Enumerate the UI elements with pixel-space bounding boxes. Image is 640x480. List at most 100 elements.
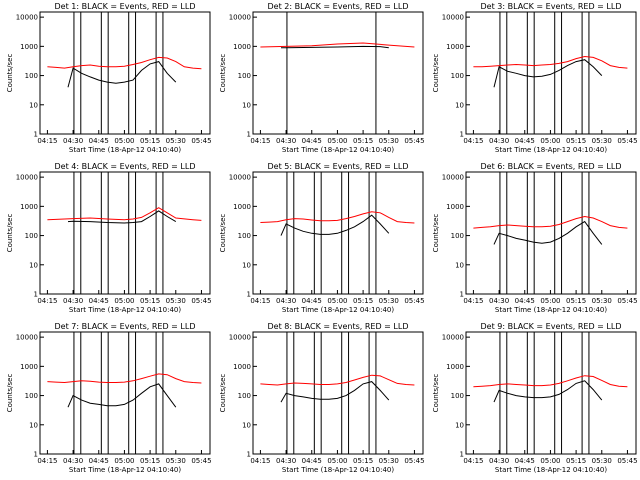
y-axis-label: Counts/sec xyxy=(6,374,14,413)
y-tick-label: 1000 xyxy=(20,203,38,211)
y-tick-label: 1000 xyxy=(233,363,251,371)
x-tick-label: 04:45 xyxy=(89,457,109,465)
series-line xyxy=(67,61,177,88)
x-tick-label: 04:15 xyxy=(37,297,57,305)
x-tick-label: 05:45 xyxy=(191,297,211,305)
y-tick-label: 10 xyxy=(242,421,251,429)
series-line xyxy=(47,207,202,221)
y-tick-label: 10000 xyxy=(16,174,38,182)
y-tick-label: 1 xyxy=(247,291,251,299)
series-line xyxy=(260,374,415,386)
y-tick-label: 10 xyxy=(29,101,38,109)
panel-title: Det 9: BLACK = Events, RED = LLD xyxy=(481,322,622,331)
x-tick-label: 04:30 xyxy=(489,297,509,305)
chart-panel: 1 10 100 1000 10000 04:15 04:30 04:45 05:00 05:15… xyxy=(219,162,425,314)
y-axis-label: Counts/sec xyxy=(432,374,440,413)
x-tick-label: 04:30 xyxy=(489,137,509,145)
y-axis-label: Counts/sec xyxy=(219,374,227,413)
x-tick-label: 05:15 xyxy=(566,137,586,145)
y-tick-label: 10000 xyxy=(442,14,464,22)
y-tick-label: 1 xyxy=(34,291,38,299)
x-tick-label: 05:30 xyxy=(379,137,399,145)
x-tick-label: 04:30 xyxy=(63,457,83,465)
x-tick-label: 05:45 xyxy=(191,457,211,465)
plot-frame xyxy=(39,331,211,455)
y-tick-label: 1 xyxy=(34,451,38,459)
plot-frame xyxy=(39,171,211,295)
x-tick-label: 05:00 xyxy=(540,457,560,465)
y-tick-label: 10 xyxy=(455,261,464,269)
y-tick-label: 1000 xyxy=(20,43,38,51)
y-tick-label: 100 xyxy=(238,392,251,400)
plot-frame xyxy=(465,331,637,455)
x-tick-label: 04:15 xyxy=(250,297,270,305)
x-axis-label: Start Time (18-Apr-12 04:10:40) xyxy=(69,466,181,474)
x-tick-label: 04:30 xyxy=(63,137,83,145)
x-tick-label: 05:15 xyxy=(353,457,373,465)
y-tick-label: 100 xyxy=(25,72,38,80)
x-tick-label: 04:30 xyxy=(276,297,296,305)
y-tick-label: 10 xyxy=(455,101,464,109)
x-tick-label: 05:30 xyxy=(166,137,186,145)
y-tick-label: 100 xyxy=(238,72,251,80)
y-tick-label: 1 xyxy=(247,451,251,459)
series-line xyxy=(47,56,202,70)
chart-panel: 1 10 100 1000 10000 04:15 04:30 04:45 05:00 05:15… xyxy=(6,2,212,154)
y-tick-label: 100 xyxy=(451,392,464,400)
x-tick-label: 05:00 xyxy=(540,137,560,145)
chart-panel: 1 10 100 1000 10000 04:15 04:30 04:45 05:00 05:15… xyxy=(432,2,638,154)
plot-frame xyxy=(465,11,637,135)
plot-frame xyxy=(465,171,637,295)
chart-panel: 1 10 100 1000 10000 04:15 04:30 04:45 05:00 05:15… xyxy=(432,162,638,314)
y-tick-label: 10 xyxy=(29,261,38,269)
y-tick-label: 100 xyxy=(451,232,464,240)
x-tick-label: 05:00 xyxy=(327,457,347,465)
series-line xyxy=(280,214,390,236)
x-tick-label: 05:45 xyxy=(404,457,424,465)
y-tick-label: 100 xyxy=(25,232,38,240)
x-tick-label: 04:15 xyxy=(463,137,483,145)
x-tick-label: 04:15 xyxy=(37,137,57,145)
chart-panel: 1 10 100 1000 10000 04:15 04:30 04:45 05:00 05:15… xyxy=(219,2,425,154)
x-tick-label: 04:45 xyxy=(89,137,109,145)
plot-frame xyxy=(252,171,424,295)
x-axis-label: Start Time (18-Apr-12 04:10:40) xyxy=(495,466,607,474)
x-tick-label: 05:00 xyxy=(327,297,347,305)
panel-title: Det 6: BLACK = Events, RED = LLD xyxy=(481,162,622,171)
series-line xyxy=(47,373,202,384)
y-tick-label: 1000 xyxy=(233,43,251,51)
plot-frame xyxy=(252,331,424,455)
x-tick-label: 04:45 xyxy=(515,457,535,465)
y-tick-label: 10000 xyxy=(16,334,38,342)
x-tick-label: 05:45 xyxy=(404,137,424,145)
series-line xyxy=(493,59,603,88)
x-tick-label: 05:45 xyxy=(404,297,424,305)
x-axis-label: Start Time (18-Apr-12 04:10:40) xyxy=(69,146,181,154)
panel-title: Det 4: BLACK = Events, RED = LLD xyxy=(55,162,196,171)
y-axis-label: Counts/sec xyxy=(219,54,227,93)
x-tick-label: 05:00 xyxy=(114,457,134,465)
series-line xyxy=(473,215,628,229)
x-tick-label: 05:30 xyxy=(592,137,612,145)
series-line xyxy=(493,380,603,403)
series-line xyxy=(473,375,628,388)
x-tick-label: 05:30 xyxy=(379,297,399,305)
x-tick-label: 05:15 xyxy=(353,137,373,145)
series-line xyxy=(281,45,389,49)
panel-title: Det 7: BLACK = Events, RED = LLD xyxy=(55,322,196,331)
y-tick-label: 10 xyxy=(242,101,251,109)
y-tick-label: 100 xyxy=(238,232,251,240)
plot-frame xyxy=(252,11,424,135)
y-tick-label: 1000 xyxy=(446,363,464,371)
x-tick-label: 05:15 xyxy=(566,457,586,465)
panel-title: Det 5: BLACK = Events, RED = LLD xyxy=(268,162,409,171)
y-tick-label: 10000 xyxy=(229,334,251,342)
panel-title: Det 3: BLACK = Events, RED = LLD xyxy=(481,2,622,11)
x-tick-label: 05:30 xyxy=(379,457,399,465)
series-line xyxy=(493,220,603,245)
x-axis-label: Start Time (18-Apr-12 04:10:40) xyxy=(282,466,394,474)
series-line xyxy=(67,383,177,408)
x-tick-label: 04:30 xyxy=(276,457,296,465)
y-tick-label: 1000 xyxy=(233,203,251,211)
x-tick-label: 04:30 xyxy=(489,457,509,465)
